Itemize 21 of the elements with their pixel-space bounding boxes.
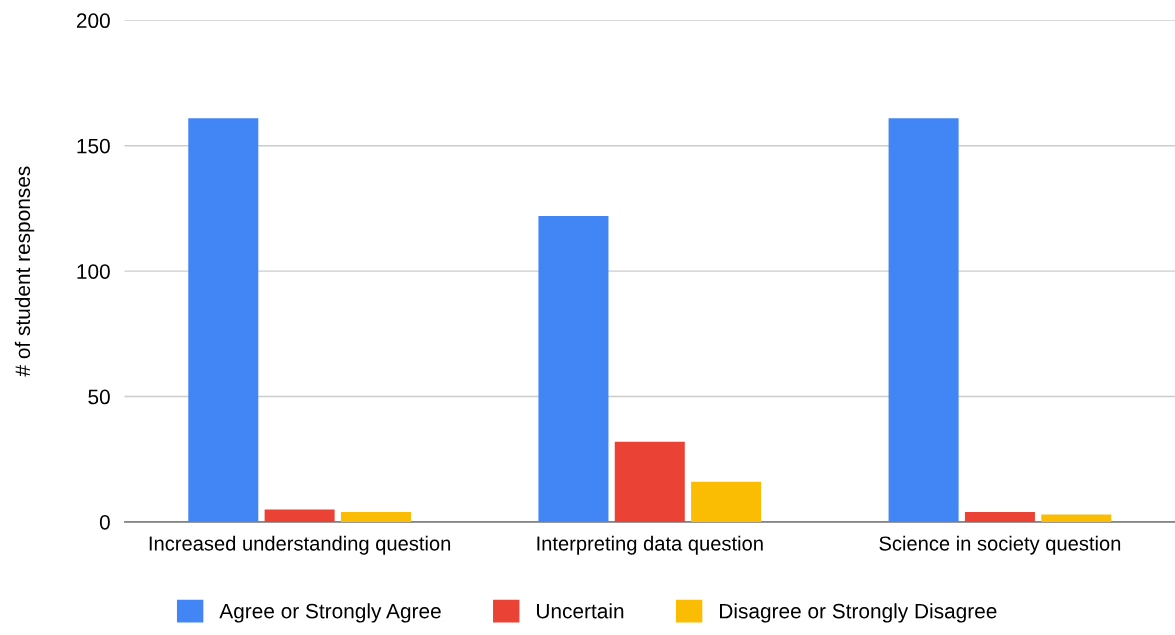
bar <box>264 509 335 522</box>
bar <box>964 511 1035 522</box>
legend-label: Uncertain <box>537 603 624 619</box>
bar <box>691 481 762 522</box>
x-tick-label: Increased understanding question <box>149 535 451 555</box>
bar <box>1041 514 1112 522</box>
bar <box>614 441 685 522</box>
bar <box>340 511 411 522</box>
y-tick-label: 100 <box>77 264 110 279</box>
x-tick-label: Science in society question <box>879 535 1121 555</box>
y-tick-label: 150 <box>77 138 110 154</box>
y-axis-title: # of student responses <box>14 166 35 377</box>
y-tick-label: 200 <box>76 13 110 29</box>
x-tick-label: Interpreting data question <box>537 535 763 555</box>
y-tick-label: 0 <box>99 514 110 530</box>
legend-label: Disagree or Strongly Disagree <box>720 603 997 623</box>
bar <box>888 118 959 522</box>
legend-label: Agree or Strongly Agree <box>219 603 441 623</box>
bar <box>188 118 259 522</box>
y-tick-label: 50 <box>88 389 110 405</box>
bar <box>538 215 609 522</box>
